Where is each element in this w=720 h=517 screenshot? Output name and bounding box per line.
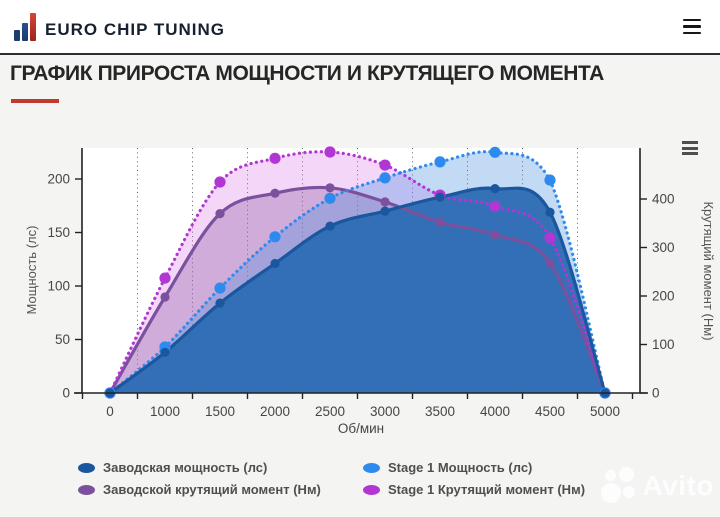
data-point[interactable] (270, 258, 280, 269)
page-title: ГРАФИК ПРИРОСТА МОЩНОСТИ И КРУТЯЩЕГО МОМ… (10, 62, 604, 85)
x-tick-label: 1000 (150, 404, 180, 419)
chart: 0 50 100 150 200 0 100 200 300 400 0 1000 1500 2000 25… (0, 130, 720, 460)
x-axis-title: Об/мин (338, 421, 384, 436)
logo-bar-icon (22, 22, 28, 41)
y-tick-label: 300 (652, 240, 675, 255)
data-point[interactable] (160, 347, 170, 357)
logo-bar-icon (30, 12, 36, 41)
data-point[interactable] (435, 217, 445, 227)
data-point[interactable] (489, 200, 501, 212)
data-point[interactable] (380, 206, 390, 216)
x-tick-label: 4000 (480, 404, 510, 419)
data-point[interactable] (379, 172, 391, 184)
y-tick-label: 400 (652, 192, 675, 207)
data-point[interactable] (160, 292, 170, 302)
watermark-text: Avito (642, 470, 714, 501)
x-tick-label: 2500 (315, 404, 345, 419)
data-point[interactable] (269, 231, 281, 243)
title-underline (11, 99, 59, 103)
chart-menu-icon[interactable] (682, 141, 698, 155)
data-point[interactable] (489, 146, 501, 158)
logo-bar-icon (14, 29, 20, 41)
legend-item[interactable]: Заводской крутящий момент (Нм) (78, 480, 363, 499)
x-tick-label: 2000 (260, 404, 290, 419)
brand-name: EURO CHIP TUNING (45, 19, 226, 39)
brand: EURO CHIP TUNING (14, 12, 226, 41)
y-axis-title-left: Мощность (лс) (24, 226, 39, 315)
data-point[interactable] (324, 146, 336, 158)
legend-marker-icon (363, 484, 380, 495)
data-point[interactable] (545, 258, 555, 268)
legend-marker-icon (363, 462, 380, 473)
y-tick-label: 150 (47, 225, 70, 240)
legend-label: Stage 1 Крутящий момент (Нм) (388, 482, 586, 497)
brand-logo-icon (14, 12, 36, 41)
data-point[interactable] (324, 192, 336, 204)
x-tick-label: 1500 (205, 404, 235, 419)
x-tick-label: 5000 (590, 404, 620, 419)
legend-marker-icon (78, 484, 95, 495)
data-point[interactable] (325, 221, 335, 231)
y-axis-title-right: Крутящий момент (Нм) (701, 201, 716, 340)
data-point[interactable] (215, 209, 225, 219)
data-point[interactable] (325, 183, 335, 193)
data-point[interactable] (270, 188, 280, 198)
data-point[interactable] (159, 272, 171, 284)
data-point[interactable] (435, 192, 445, 202)
data-point[interactable] (215, 298, 225, 308)
x-tick-label: 3500 (425, 404, 455, 419)
data-point[interactable] (380, 197, 390, 207)
series-line (108, 185, 607, 394)
y-tick-label: 200 (47, 172, 70, 187)
y-tick-label: 200 (652, 289, 675, 304)
legend-item[interactable]: Stage 1 Крутящий момент (Нм) (363, 480, 648, 499)
x-tick-label: 3000 (370, 404, 400, 419)
data-point[interactable] (490, 230, 500, 240)
y-tick-label: 50 (55, 332, 70, 347)
data-point[interactable] (544, 232, 556, 244)
data-point[interactable] (214, 282, 226, 294)
series-line (108, 150, 607, 395)
legend-label: Заводская мощность (лс) (103, 460, 268, 475)
data-point[interactable] (490, 184, 500, 194)
y-tick-label: 100 (652, 337, 675, 352)
legend-item[interactable]: Stage 1 Мощность (лс) (363, 458, 648, 477)
menu-icon[interactable] (683, 18, 701, 35)
x-tick-label: 4500 (535, 404, 565, 419)
site-header: EURO CHIP TUNING (0, 0, 720, 55)
y-tick-label: 0 (62, 386, 70, 401)
chart-legend: Заводская мощность (лс) Stage 1 Мощность … (78, 458, 648, 499)
legend-label: Заводской крутящий момент (Нм) (103, 482, 321, 497)
legend-label: Stage 1 Мощность (лс) (388, 460, 533, 475)
data-point[interactable] (544, 174, 556, 186)
x-tick-label: 0 (106, 404, 114, 419)
data-point[interactable] (269, 152, 281, 164)
y-tick-label: 0 (652, 386, 660, 401)
legend-item[interactable]: Заводская мощность (лс) (78, 458, 363, 477)
data-point[interactable] (214, 176, 226, 188)
data-point[interactable] (545, 207, 555, 217)
legend-marker-icon (78, 462, 95, 473)
y-tick-label: 100 (47, 279, 70, 294)
data-point[interactable] (434, 156, 446, 168)
data-point[interactable] (379, 159, 391, 171)
series-area (110, 188, 605, 393)
